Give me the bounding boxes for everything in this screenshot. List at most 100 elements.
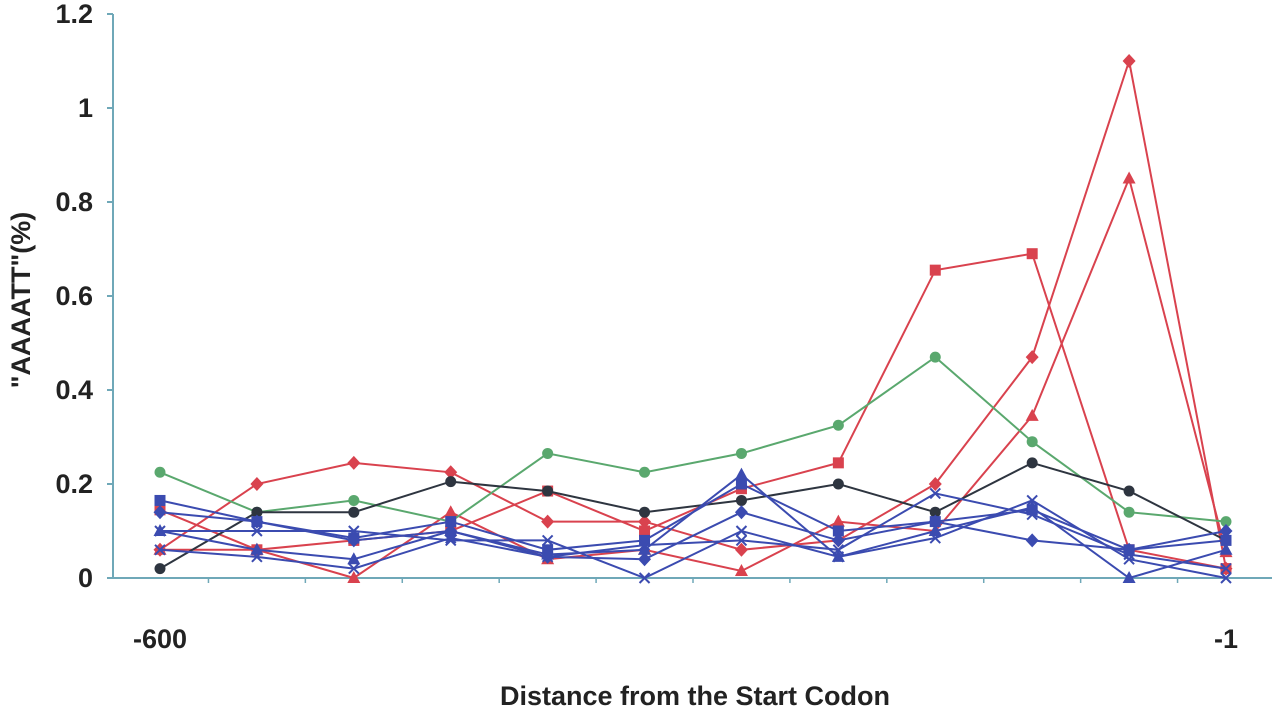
data-point <box>735 494 747 506</box>
data-point <box>638 514 652 529</box>
data-point <box>928 514 942 529</box>
data-point <box>929 351 941 363</box>
data-point <box>444 505 458 518</box>
series-line <box>159 252 1227 570</box>
data-point <box>1122 171 1136 184</box>
series-4 <box>154 351 1232 528</box>
data-point <box>541 551 554 563</box>
data-point <box>347 552 361 565</box>
data-point <box>445 534 457 547</box>
data-point <box>250 477 264 491</box>
data-point <box>347 571 361 583</box>
data-point <box>445 516 457 528</box>
data-point <box>153 505 167 520</box>
data-point <box>542 447 554 459</box>
data-point <box>445 476 457 488</box>
data-point <box>832 478 844 490</box>
data-point <box>638 552 652 567</box>
data-point <box>1220 534 1232 546</box>
data-point <box>250 514 264 529</box>
series-group <box>153 54 1233 584</box>
data-point <box>734 542 748 557</box>
data-point <box>832 457 844 469</box>
series-10 <box>154 487 1232 575</box>
data-point <box>1026 457 1038 469</box>
data-point <box>348 506 360 518</box>
data-point <box>1025 500 1039 513</box>
data-point <box>1219 542 1233 555</box>
y-tick-label: 0.2 <box>55 469 93 499</box>
data-point <box>348 494 360 506</box>
data-point <box>831 514 845 527</box>
axes <box>112 14 1272 579</box>
data-point <box>445 532 457 544</box>
data-point <box>1025 350 1039 365</box>
data-point <box>1220 572 1232 584</box>
data-point <box>1123 548 1135 561</box>
data-point <box>251 506 263 518</box>
series-line <box>159 511 1227 561</box>
data-point <box>444 465 458 480</box>
data-point <box>348 562 360 575</box>
y-tick-label: 0.6 <box>55 281 93 311</box>
data-point <box>1026 494 1038 507</box>
data-point <box>928 477 942 491</box>
data-point <box>1025 533 1039 548</box>
data-point <box>639 525 651 537</box>
data-point <box>154 525 166 537</box>
data-point <box>832 544 845 556</box>
data-point <box>154 494 166 506</box>
data-point <box>1220 562 1232 575</box>
data-point <box>735 447 747 459</box>
series-line <box>160 499 1227 580</box>
data-point <box>1025 408 1039 421</box>
data-point <box>639 534 651 546</box>
series-5 <box>154 457 1232 575</box>
data-point <box>347 533 361 548</box>
series-3 <box>153 171 1233 583</box>
y-tick-label: 0 <box>78 563 93 593</box>
data-point <box>1123 506 1135 518</box>
data-point <box>831 533 845 548</box>
data-point <box>250 542 264 555</box>
data-point <box>734 505 748 520</box>
series-line <box>160 175 1227 580</box>
data-point <box>1122 571 1136 583</box>
series-line <box>159 60 1227 569</box>
data-point <box>638 539 651 551</box>
data-point <box>542 485 554 497</box>
data-point <box>347 455 361 470</box>
data-point <box>154 466 166 478</box>
data-point <box>1123 485 1135 497</box>
data-point <box>734 563 748 576</box>
data-point <box>251 551 263 563</box>
data-point <box>929 487 941 500</box>
data-point <box>444 524 458 536</box>
data-point <box>735 534 748 547</box>
data-point <box>735 525 748 537</box>
data-point <box>541 514 555 529</box>
data-point <box>734 467 748 480</box>
series-line <box>159 492 1227 570</box>
series-line <box>159 482 1227 551</box>
data-point <box>251 525 263 537</box>
data-point <box>929 532 941 544</box>
data-point <box>541 534 554 547</box>
y-tick-label: 0.4 <box>55 375 93 405</box>
data-point <box>639 506 651 518</box>
series-9 <box>154 494 1232 584</box>
series-line <box>159 461 1227 570</box>
data-point <box>348 525 360 537</box>
x-tick-label-first: -600 <box>133 624 187 654</box>
data-point <box>154 563 166 575</box>
y-tick-label: 1 <box>78 93 93 123</box>
data-point <box>1026 248 1038 260</box>
y-tick-label: 0.8 <box>55 187 93 217</box>
data-point <box>928 524 942 536</box>
data-point <box>929 264 941 276</box>
data-point <box>638 572 651 584</box>
y-axis-title: "AAAATT"(%) <box>6 212 36 389</box>
series-line <box>159 473 1227 580</box>
data-point <box>638 542 652 555</box>
